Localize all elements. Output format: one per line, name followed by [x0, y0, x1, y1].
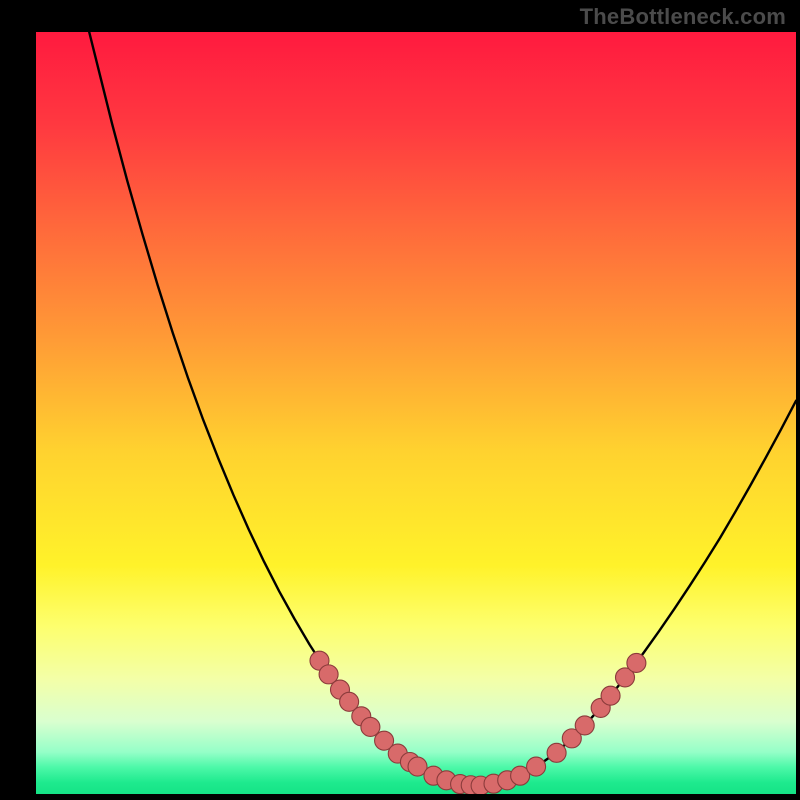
scatter-point: [575, 716, 594, 735]
scatter-point: [547, 743, 566, 762]
bottleneck-curve: [89, 32, 796, 786]
scatter-point: [527, 757, 546, 776]
scatter-point: [601, 686, 620, 705]
plot-svg-layer: [36, 32, 796, 794]
scatter-point: [627, 653, 646, 672]
scatter-group: [310, 651, 646, 794]
watermark-text: TheBottleneck.com: [580, 4, 786, 30]
plot-area: [36, 32, 796, 794]
